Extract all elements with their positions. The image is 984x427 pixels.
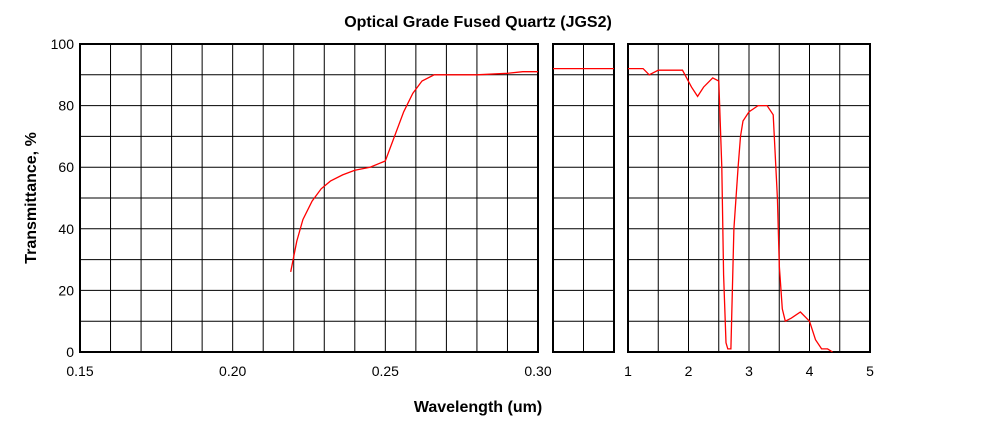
x-axis-label: Wavelength (um) bbox=[414, 399, 542, 416]
y-tick-label: 100 bbox=[51, 36, 75, 52]
y-tick-label: 0 bbox=[66, 344, 74, 360]
series-line-3-1 bbox=[628, 67, 833, 353]
plot-panel-2 bbox=[552, 43, 615, 353]
plot-frame bbox=[552, 43, 615, 353]
plot-panel-1: 0.15 0.20 0.25 0.30 bbox=[66, 43, 552, 379]
y-tick-label: 60 bbox=[58, 159, 74, 175]
plot-frame bbox=[627, 43, 871, 353]
plot-panels: 0.15 0.20 0.25 0.30 1 2 3 4 5 0 20 40 60 80 100 bbox=[51, 36, 874, 379]
y-axis-label: Transmittance, % bbox=[23, 132, 40, 264]
series-line-1-1 bbox=[290, 71, 538, 273]
plot-panel-3: 1 2 3 4 5 bbox=[624, 43, 874, 379]
x-tick-label: 5 bbox=[866, 363, 874, 379]
x-tick-label: 4 bbox=[806, 363, 814, 379]
chart-title: Optical Grade Fused Quartz (JGS2) bbox=[344, 14, 612, 31]
x-tick-label: 0.30 bbox=[524, 363, 551, 379]
y-tick-label: 80 bbox=[58, 98, 74, 114]
y-tick-label: 20 bbox=[58, 282, 74, 298]
plot-frame bbox=[79, 43, 539, 353]
x-tick-label: 0.20 bbox=[219, 363, 246, 379]
x-tick-label: 0.15 bbox=[66, 363, 93, 379]
x-tick-label: 3 bbox=[745, 363, 753, 379]
x-tick-label: 0.25 bbox=[372, 363, 399, 379]
y-tick-label: 40 bbox=[58, 221, 74, 237]
x-tick-label: 1 bbox=[624, 363, 632, 379]
x-tick-label: 2 bbox=[685, 363, 693, 379]
